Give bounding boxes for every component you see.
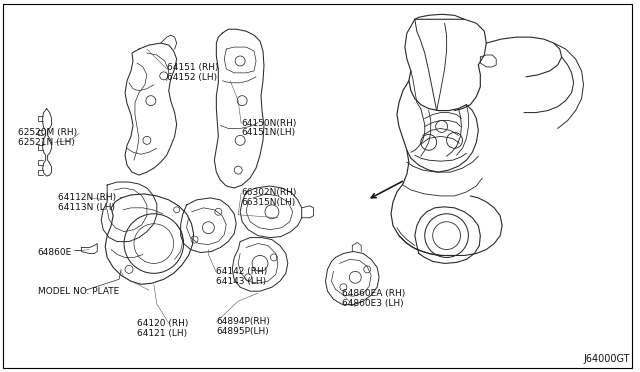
Text: MODEL NO. PLATE: MODEL NO. PLATE (38, 287, 119, 296)
Text: 62520M (RH): 62520M (RH) (18, 128, 77, 137)
Text: 64151N(LH): 64151N(LH) (241, 128, 295, 137)
Text: 64143 (LH): 64143 (LH) (216, 277, 266, 286)
Text: 64142 (RH): 64142 (RH) (216, 267, 268, 276)
Text: J64000GT: J64000GT (584, 354, 630, 364)
Text: 64860E3 (LH): 64860E3 (LH) (342, 299, 404, 308)
Text: 66302N(RH): 66302N(RH) (241, 188, 296, 197)
Text: 62521N (LH): 62521N (LH) (18, 138, 75, 147)
Text: 64113N (LH): 64113N (LH) (58, 203, 115, 212)
Text: 64860E: 64860E (38, 247, 72, 257)
Text: 64120 (RH): 64120 (RH) (137, 319, 188, 328)
Text: 64152 (LH): 64152 (LH) (167, 73, 217, 82)
Text: 64894P(RH): 64894P(RH) (216, 317, 270, 326)
Text: 64860EA (RH): 64860EA (RH) (342, 289, 406, 298)
Text: 64895P(LH): 64895P(LH) (216, 327, 269, 336)
Text: 64151 (RH): 64151 (RH) (167, 63, 218, 72)
Text: 66315N(LH): 66315N(LH) (241, 198, 296, 207)
Text: 64150N(RH): 64150N(RH) (241, 119, 296, 128)
Text: 64112N (RH): 64112N (RH) (58, 193, 116, 202)
Text: 64121 (LH): 64121 (LH) (137, 329, 187, 338)
